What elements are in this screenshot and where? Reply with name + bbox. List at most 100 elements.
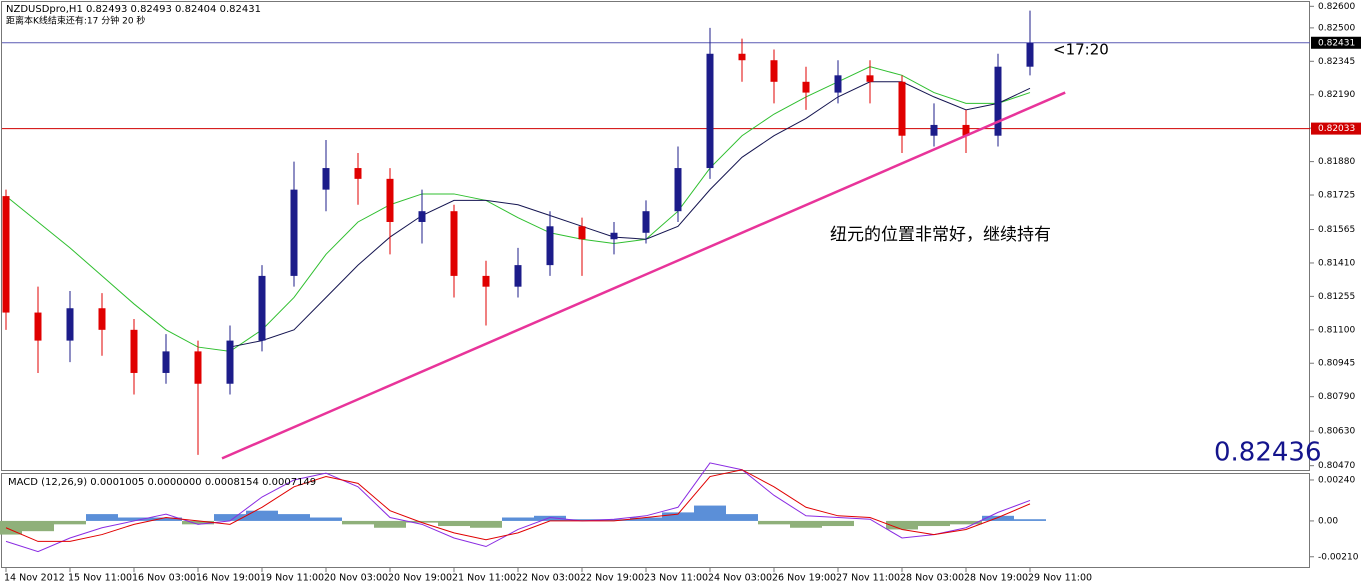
- x-tick-label: 15 Nov 11:00: [68, 573, 132, 584]
- macd-bar: [790, 520, 822, 528]
- candle-body: [66, 308, 74, 341]
- x-tick-label: 27 Nov 11:00: [836, 573, 900, 584]
- candle-body: [194, 351, 202, 384]
- candle-body: [130, 329, 138, 373]
- macd-bar: [246, 510, 278, 521]
- y-tick-label: 0.82600: [1318, 2, 1355, 12]
- trend-line: [221, 91, 1066, 460]
- candle-body: [1026, 42, 1034, 67]
- candle-body: [418, 211, 426, 222]
- price-label: 0.82431: [1318, 38, 1355, 48]
- candle-body: [834, 75, 842, 93]
- macd-bar: [758, 520, 790, 525]
- macd-bar: [822, 520, 854, 527]
- main-panel-frame: [1, 1, 1310, 471]
- macd-bar: [0, 520, 22, 535]
- macd-bar: [566, 519, 598, 521]
- macd-bar: [982, 515, 1014, 521]
- candle-body: [930, 124, 938, 136]
- macd-bar: [886, 520, 918, 530]
- current-price: 0.82436: [1214, 438, 1322, 468]
- y-tick-label: 0.81255: [1318, 292, 1355, 302]
- candle-body: [162, 351, 170, 373]
- macd-bar: [438, 520, 470, 527]
- candle-body: [450, 211, 458, 276]
- x-tick-label: 20 Nov 03:00: [324, 573, 388, 584]
- indicator-line: [229, 81, 1031, 348]
- y-tick-label: -0.00210: [1318, 552, 1359, 562]
- x-tick-label: 20 Nov 19:00: [388, 573, 452, 584]
- macd-bar: [630, 517, 662, 521]
- macd-bar: [182, 520, 214, 525]
- x-tick-label: 21 Nov 11:00: [452, 573, 516, 584]
- x-tick-label: 24 Nov 03:00: [708, 573, 772, 584]
- macd-bar: [342, 520, 374, 525]
- macd-bar: [118, 517, 150, 521]
- macd-panel-frame: [1, 473, 1310, 568]
- y-tick-label: 0.80630: [1318, 427, 1355, 437]
- candle-body: [770, 60, 778, 82]
- y-tick-label: 0.81410: [1318, 258, 1355, 268]
- y-tick-label: 0.80470: [1318, 461, 1355, 471]
- x-tick-label: 23 Nov 11:00: [644, 573, 708, 584]
- x-tick-label: 16 Nov 19:00: [196, 573, 260, 584]
- indicator-line: [5, 469, 1031, 542]
- macd-bar: [54, 520, 86, 525]
- macd-bar: [22, 520, 54, 532]
- price-label: 0.82033: [1318, 124, 1355, 134]
- y-tick-label: 0.82500: [1318, 23, 1355, 33]
- candle-body: [802, 81, 810, 93]
- candle-body: [354, 168, 362, 179]
- candle-body: [642, 211, 650, 233]
- y-tick-label: 0.81725: [1318, 191, 1355, 201]
- candle-body: [2, 196, 10, 313]
- candle-body: [386, 178, 394, 222]
- candle-body: [514, 265, 522, 287]
- candle-body: [674, 168, 682, 212]
- candle-body: [738, 53, 746, 61]
- x-tick-label: 16 Nov 03:00: [132, 573, 196, 584]
- macd-bar: [310, 517, 342, 521]
- price-label-box: [1311, 36, 1361, 49]
- price-label-box: [1311, 122, 1361, 135]
- x-tick-label: 29 Nov 11:00: [1028, 573, 1092, 584]
- macd-bar: [534, 515, 566, 521]
- macd-bar: [150, 517, 182, 521]
- candle-body: [866, 75, 874, 82]
- y-tick-label: 0.80790: [1318, 392, 1355, 402]
- candle-body: [706, 53, 714, 169]
- macd-bar: [502, 517, 534, 521]
- y-tick-label: 0.81880: [1318, 157, 1355, 167]
- candle-body: [34, 312, 42, 341]
- macd-bar: [374, 520, 406, 528]
- y-tick-label: 0.81100: [1318, 325, 1355, 335]
- indicator-line: [5, 462, 1031, 553]
- x-tick-label: 22 Nov 03:00: [516, 573, 580, 584]
- countdown: <17:20: [1053, 41, 1109, 59]
- macd-bar: [918, 520, 950, 527]
- candle-body: [226, 340, 234, 384]
- candle-body: [290, 189, 298, 276]
- x-tick-label: 22 Nov 19:00: [580, 573, 644, 584]
- macd-bar: [1014, 519, 1046, 521]
- chart-subtitle: 距离本K线结束还有:17 分钟 20 秒: [6, 15, 145, 27]
- x-tick-label: 28 Nov 19:00: [964, 573, 1028, 584]
- candle-body: [482, 275, 490, 287]
- macd-bar: [470, 520, 502, 528]
- macd-bar: [662, 512, 694, 521]
- y-tick-label: 0.00240: [1318, 475, 1355, 485]
- candle-body: [546, 226, 554, 266]
- macd-bar: [86, 514, 118, 521]
- candle-body: [578, 226, 586, 240]
- macd-title: MACD (12,26,9) 0.0001005 0.0000000 0.000…: [8, 477, 316, 488]
- candle-body: [98, 308, 106, 330]
- candle-body: [322, 168, 330, 190]
- macd-bar: [278, 514, 310, 521]
- chart-title: NZDUSDpro,H1 0.82493 0.82493 0.82404 0.8…: [6, 4, 261, 15]
- candle-body: [258, 275, 266, 341]
- candle-body: [610, 232, 618, 240]
- x-tick-label: 14 Nov 2012: [4, 573, 65, 584]
- macd-bar: [726, 514, 758, 521]
